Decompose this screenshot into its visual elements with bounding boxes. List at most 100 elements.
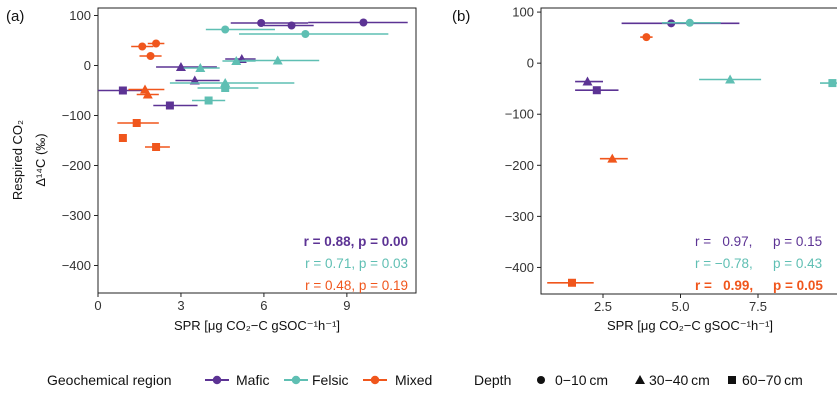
panel-a: (a) Respired CO₂ Δ¹⁴C (‰) 100 0 −100 −200 −3…: [6, 7, 417, 333]
stat-mafic-r-b: r = 0.97,: [695, 234, 752, 249]
y-tick-label-b: −100: [505, 107, 534, 122]
legend-square-icon: [728, 376, 736, 384]
data-point-mixed-circle: [139, 52, 162, 60]
x-tick-label-b: 7.5: [749, 299, 767, 314]
stat-felsic-a: r = 0.71, p = 0.03: [305, 256, 408, 271]
legend-label-depth-2: 30−40 cm: [649, 372, 710, 388]
y-tick-label-a: −100: [62, 108, 91, 123]
marker-triangle: [175, 62, 186, 71]
data-point-felsic-triangle: [241, 55, 320, 65]
marker-circle: [138, 42, 147, 51]
data-point-mixed-triangle: [599, 153, 628, 163]
marker-circle: [301, 30, 310, 38]
y-tick-label-a: 100: [69, 8, 91, 23]
legend-key-mixed: [363, 375, 387, 385]
y-tick-label-a: −400: [62, 258, 91, 273]
marker-circle: [146, 52, 155, 60]
plot-area-b: [540, 7, 837, 295]
x-tick-label-b: 2.5: [594, 299, 612, 314]
legend-label-mafic: Mafic: [236, 372, 269, 388]
legend-label-depth-1: 0−10 cm: [555, 372, 608, 388]
marker-square: [592, 86, 601, 95]
data-points-b: [547, 18, 837, 287]
marker-triangle: [607, 153, 618, 163]
marker-circle: [257, 19, 266, 27]
axis-ticks-b: 100 0 −100 −200 −300 −400 2.5 5.0 7.5: [505, 5, 767, 314]
marker-triangle: [142, 89, 153, 99]
stat-mafic-p-b: p = 0.15: [773, 234, 822, 249]
marker-triangle: [272, 55, 283, 65]
y-tick-label-a: −200: [62, 158, 91, 173]
marker-square: [118, 86, 127, 95]
x-tick-label-a: 6: [260, 298, 267, 313]
marker-square: [204, 96, 213, 105]
marker-circle: [287, 21, 296, 30]
data-point-felsic-circle: [661, 18, 721, 27]
marker-square: [568, 278, 576, 287]
y-tick-label-b: −200: [505, 158, 534, 173]
y-tick-label-b: −300: [505, 209, 534, 224]
marker-square: [118, 134, 127, 142]
y-tick-label-b: −400: [505, 260, 534, 275]
marker-square: [152, 143, 161, 151]
data-point-mafic-circle: [230, 19, 309, 27]
legend-triangle-icon: [635, 375, 645, 384]
stat-felsic-p-b: p = 0.43: [773, 256, 822, 271]
data-point-mafic-square: [153, 101, 198, 110]
data-point-mixed-circle: [640, 33, 653, 42]
data-point-mixed-square: [118, 134, 127, 142]
legend: Geochemical region Mafic Felsic Mixed De…: [47, 372, 803, 388]
marker-circle: [642, 33, 651, 42]
legend-circle-icon: [537, 376, 545, 384]
data-point-mafic-square: [575, 86, 619, 95]
x-axis-title-a: SPR [μg CO₂−C gSOC⁻¹h⁻¹]: [174, 318, 340, 333]
data-point-mafic-circle: [263, 21, 314, 30]
x-tick-label-b: 5.0: [671, 299, 689, 314]
marker-triangle: [725, 74, 736, 84]
legend-label-felsic: Felsic: [312, 372, 349, 388]
data-point-felsic-square: [192, 96, 226, 105]
x-tick-label-a: 0: [94, 298, 101, 313]
x-tick-label-a: 3: [177, 298, 184, 313]
panel-a-label: (a): [6, 8, 24, 25]
data-point-felsic-circle: [239, 30, 389, 38]
data-point-mafic-triangle: [575, 76, 603, 86]
y-axis-title-line1: Respired CO₂: [10, 120, 25, 200]
y-tick-label-a: −300: [62, 208, 91, 223]
marker-triangle: [195, 63, 206, 72]
data-point-felsic-triangle: [183, 63, 220, 72]
data-point-felsic-circle: [205, 25, 275, 34]
legend-key-mafic: [205, 375, 229, 385]
stat-mixed-r-b: r = 0.99,: [695, 278, 753, 293]
marker-circle: [685, 18, 694, 27]
panel-b: (b) 100 0 −100 −200 −300 −400 2.5 5.0 7.5 SPR [μ…: [452, 5, 837, 333]
legend-region-title: Geochemical region: [47, 372, 172, 388]
marker-circle: [152, 39, 161, 48]
marker-square: [132, 119, 141, 127]
data-point-felsic-square: [820, 79, 837, 88]
marker-triangle: [582, 76, 593, 86]
data-point-mixed-square: [547, 278, 594, 287]
y-axis-title-line2: Δ¹⁴C (‰): [33, 133, 48, 186]
data-point-mafic-square: [98, 86, 146, 95]
data-point-mixed-circle: [131, 42, 154, 51]
legend-label-mixed: Mixed: [395, 372, 432, 388]
y-tick-label-b: 100: [512, 5, 534, 20]
data-point-felsic-square: [197, 84, 259, 92]
marker-circle: [359, 18, 368, 27]
stat-mixed-p-b: p = 0.05: [773, 278, 823, 293]
legend-key-felsic: [284, 375, 308, 385]
y-tick-label-a: 0: [84, 58, 91, 73]
panel-b-label: (b): [452, 8, 470, 25]
marker-square: [828, 79, 837, 88]
data-point-mixed-circle: [147, 39, 165, 48]
plot-area-a: [97, 7, 417, 294]
legend-label-depth-3: 60−70 cm: [742, 372, 803, 388]
data-point-mixed-triangle: [136, 89, 159, 99]
data-points-a: [98, 18, 408, 151]
marker-triangle: [231, 56, 242, 65]
stat-mafic-a: r = 0.88, p = 0.00: [304, 234, 408, 249]
y-tick-label-b: 0: [527, 56, 534, 71]
legend-depth-title: Depth: [474, 372, 511, 388]
